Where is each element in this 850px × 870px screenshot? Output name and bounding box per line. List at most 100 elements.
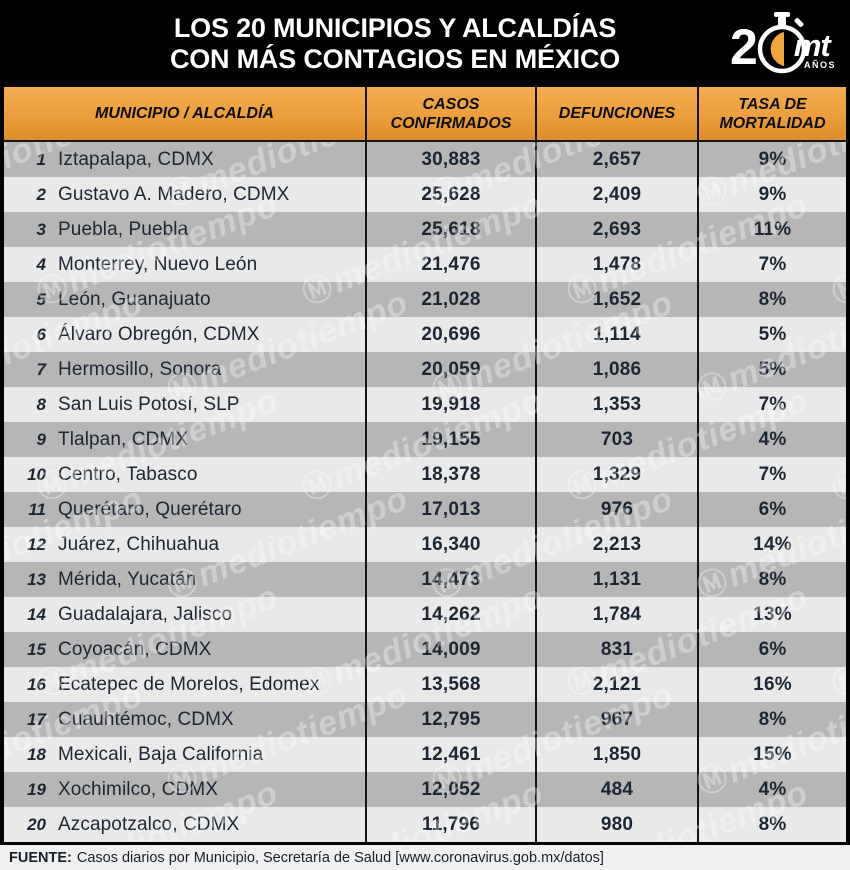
defunciones-cell: 1,652 (535, 282, 697, 317)
casos-confirmados-cell: 21,028 (365, 282, 535, 317)
municipio-cell: 8 San Luis Potosí, SLP (4, 387, 365, 422)
municipio-cell: 13 Mérida, Yucatán (4, 562, 365, 597)
stopwatch-icon (757, 12, 807, 74)
casos-confirmados-cell: 16,340 (365, 527, 535, 562)
rank-number: 5 (36, 289, 46, 309)
municipio-name: Gustavo A. Madero, CDMX (58, 183, 290, 205)
casos-confirmados-cell: 14,262 (365, 597, 535, 632)
municipio-name: Puebla, Puebla (58, 218, 189, 240)
municipio-cell: 12 Juárez, Chihuahua (4, 527, 365, 562)
defunciones-cell: 484 (535, 772, 697, 807)
casos-confirmados-cell: 11,796 (365, 807, 535, 842)
logo-digit-2: 2 (730, 19, 758, 75)
table-row: 19 Xochimilco, CDMX 12,052 484 4% (4, 772, 846, 807)
rank-number: 2 (36, 184, 46, 204)
tasa-mortalidad-cell: 8% (697, 282, 846, 317)
municipio-cell: 14 Guadalajara, Jalisco (4, 597, 365, 632)
defunciones-cell: 967 (535, 702, 697, 737)
title-line-2: CON MÁS CONTAGIOS EN MÉXICO (169, 43, 621, 74)
defunciones-cell: 2,657 (535, 142, 697, 177)
tasa-mortalidad-cell: 6% (697, 492, 846, 527)
municipio-cell: 3 Puebla, Puebla (4, 212, 365, 247)
municipio-cell: 2 Gustavo A. Madero, CDMX (4, 177, 365, 212)
table-row: 3 Puebla, Puebla 25,618 2,693 11% (4, 212, 846, 247)
municipio-name: Mérida, Yucatán (58, 568, 197, 590)
defunciones-cell: 2,121 (535, 667, 697, 702)
municipio-name: Juárez, Chihuahua (58, 533, 220, 555)
rank-number: 3 (36, 219, 46, 239)
rank-number: 13 (27, 569, 46, 589)
table-row: 12 Juárez, Chihuahua 16,340 2,213 14% (4, 527, 846, 562)
tasa-mortalidad-cell: 4% (697, 772, 846, 807)
municipio-cell: 16 Ecatepec de Morelos, Edomex (4, 667, 365, 702)
defunciones-cell: 1,131 (535, 562, 697, 597)
municipio-cell: 20 Azcapotzalco, CDMX (4, 807, 365, 842)
municipio-cell: 18 Mexicali, Baja California (4, 737, 365, 772)
casos-confirmados-cell: 20,059 (365, 352, 535, 387)
municipio-name: Xochimilco, CDMX (58, 778, 218, 800)
table-row: 13 Mérida, Yucatán 14,473 1,131 8% (4, 562, 846, 597)
tasa-mortalidad-cell: 7% (697, 457, 846, 492)
tasa-mortalidad-cell: 9% (697, 177, 846, 212)
municipio-name: Coyoacán, CDMX (58, 638, 212, 660)
tasa-mortalidad-cell: 15% (697, 737, 846, 772)
defunciones-cell: 1,478 (535, 247, 697, 282)
column-header-casos: CASOS CONFIRMADOS (365, 87, 535, 140)
municipio-name: Centro, Tabasco (58, 463, 198, 485)
tasa-mortalidad-cell: 8% (697, 702, 846, 737)
column-header-defunciones: DEFUNCIONES (535, 87, 697, 140)
rank-number: 19 (27, 779, 46, 799)
column-header-municipio: MUNICIPIO / ALCALDÍA (95, 105, 274, 122)
table-row: 11 Querétaro, Querétaro 17,013 976 6% (4, 492, 846, 527)
tasa-mortalidad-cell: 5% (697, 352, 846, 387)
tasa-mortalidad-cell: 7% (697, 247, 846, 282)
casos-confirmados-cell: 25,618 (365, 212, 535, 247)
casos-confirmados-cell: 14,009 (365, 632, 535, 667)
casos-confirmados-cell: 12,795 (365, 702, 535, 737)
table-row: 1 Iztapalapa, CDMX 30,883 2,657 9% (4, 142, 846, 177)
rank-number: 15 (27, 639, 46, 659)
table-row: 8 San Luis Potosí, SLP 19,918 1,353 7% (4, 387, 846, 422)
tasa-mortalidad-cell: 8% (697, 807, 846, 842)
municipio-cell: 5 León, Guanajuato (4, 282, 365, 317)
casos-confirmados-cell: 25,628 (365, 177, 535, 212)
table-row: 15 Coyoacán, CDMX 14,009 831 6% (4, 632, 846, 667)
municipio-name: Tlalpan, CDMX (58, 428, 189, 450)
rank-number: 18 (27, 744, 46, 764)
table-row: 10 Centro, Tabasco 18,378 1,329 7% (4, 457, 846, 492)
table-body: 1 Iztapalapa, CDMX 30,883 2,657 9% 2 Gustavo A… (0, 142, 850, 845)
defunciones-cell: 703 (535, 422, 697, 457)
tasa-mortalidad-cell: 7% (697, 387, 846, 422)
defunciones-cell: 1,114 (535, 317, 697, 352)
title-line-1: LOS 20 MUNICIPIOS Y ALCALDÍAS (173, 12, 617, 43)
source-label: FUENTE: (9, 849, 72, 866)
casos-confirmados-cell: 17,013 (365, 492, 535, 527)
rank-number: 1 (36, 149, 46, 169)
municipio-name: Mexicali, Baja California (58, 743, 264, 765)
municipio-name: Iztapalapa, CDMX (58, 148, 214, 170)
tasa-mortalidad-cell: 16% (697, 667, 846, 702)
source-footer: FUENTE: Casos diarios por Municipio, Sec… (0, 845, 850, 870)
municipio-cell: 11 Querétaro, Querétaro (4, 492, 365, 527)
casos-confirmados-cell: 12,461 (365, 737, 535, 772)
casos-confirmados-cell: 18,378 (365, 457, 535, 492)
municipio-name: Guadalajara, Jalisco (58, 603, 233, 625)
tasa-mortalidad-cell: 6% (697, 632, 846, 667)
page-title: LOS 20 MUNICIPIOS Y ALCALDÍAS CON MÁS CO… (170, 13, 620, 75)
municipio-name: San Luis Potosí, SLP (58, 393, 240, 415)
municipio-name: Ecatepec de Morelos, Edomex (58, 673, 320, 695)
defunciones-cell: 1,329 (535, 457, 697, 492)
defunciones-cell: 1,850 (535, 737, 697, 772)
rank-number: 9 (36, 429, 46, 449)
tasa-mortalidad-cell: 14% (697, 527, 846, 562)
municipio-cell: 7 Hermosillo, Sonora (4, 352, 365, 387)
table-row: 17 Cuauhtémoc, CDMX 12,795 967 8% (4, 702, 846, 737)
tasa-mortalidad-cell: 9% (697, 142, 846, 177)
rank-number: 11 (28, 499, 46, 519)
table-row: 20 Azcapotzalco, CDMX 11,796 980 8% (4, 807, 846, 842)
table-row: 16 Ecatepec de Morelos, Edomex 13,568 2,121… (4, 667, 846, 702)
table-header-row: MUNICIPIO / ALCALDÍA CASOS CONFIRMADOS D… (0, 87, 850, 142)
municipio-name: Álvaro Obregón, CDMX (58, 323, 260, 345)
rank-number: 12 (27, 534, 46, 554)
